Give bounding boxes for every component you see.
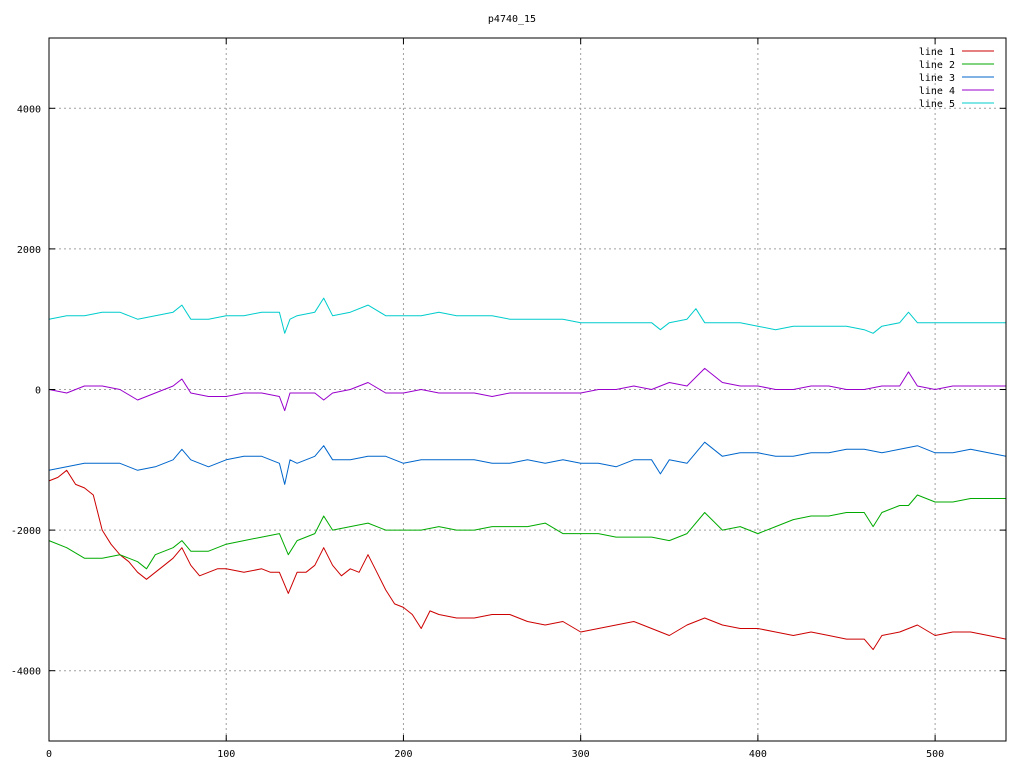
y-tick-label: 0 [35, 386, 41, 397]
series-line-4 [48, 367, 1006, 412]
legend-label-1: line 1 [919, 47, 955, 58]
y-tick-label: 2000 [17, 245, 41, 256]
series-line-5 [48, 297, 1006, 334]
series-line-1 [48, 469, 1007, 651]
x-tick-label: 200 [394, 749, 412, 760]
chart-title: p4740_15 [488, 14, 536, 25]
x-tick-label: 500 [926, 749, 944, 760]
axis-ticks: 0 100 200 300 400 500 -4000 -2000 0 2000 4000 [11, 38, 1006, 760]
legend-label-2: line 2 [919, 60, 955, 71]
x-tick-label: 0 [46, 749, 52, 760]
y-tick-label: 4000 [17, 104, 41, 115]
series-line-3 [48, 441, 1007, 485]
grid [49, 38, 1006, 741]
series-layer [48, 297, 1007, 651]
series-line-2 [48, 494, 1006, 570]
legend: line 1 line 2 line 3 line 4 line 5 [919, 47, 994, 110]
legend-label-4: line 4 [919, 86, 955, 97]
x-tick-label: 300 [572, 749, 590, 760]
x-tick-label: 100 [217, 749, 235, 760]
legend-label-5: line 5 [919, 99, 955, 110]
y-tick-label: -2000 [11, 526, 41, 537]
legend-label-3: line 3 [919, 73, 955, 84]
x-tick-label: 400 [749, 749, 767, 760]
y-tick-label: -4000 [11, 667, 41, 678]
